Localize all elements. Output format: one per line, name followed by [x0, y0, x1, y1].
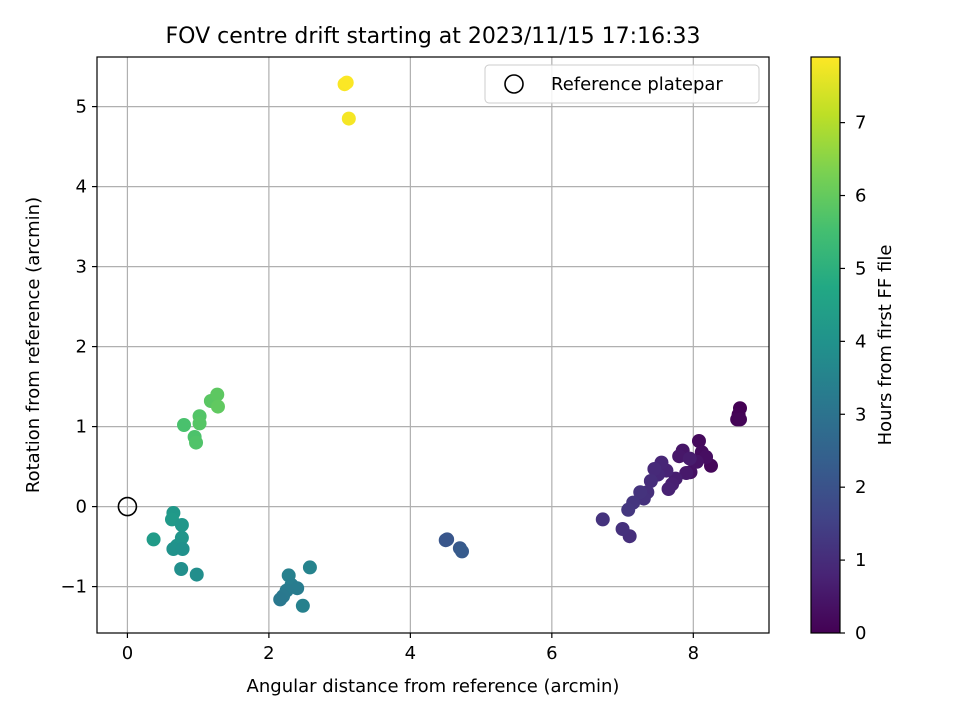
- y-tick-label: −1: [60, 577, 87, 598]
- x-tick-label: 0: [122, 643, 133, 664]
- data-point: [302, 560, 317, 575]
- data-point: [177, 418, 192, 432]
- x-axis-ticks: 0 2 4 6 8: [122, 633, 699, 664]
- data-point: [647, 462, 662, 476]
- data-point: [672, 449, 687, 464]
- data-point: [210, 387, 225, 402]
- data-point: [189, 567, 204, 582]
- chart-title: FOV centre drift starting at 2023/11/15 …: [166, 24, 701, 49]
- y-tick-label: 1: [76, 417, 87, 438]
- y-axis-ticks: −1 0 1 2 3 4 5: [60, 97, 97, 598]
- y-tick-label: 5: [76, 97, 87, 118]
- y-tick-label: 2: [76, 337, 87, 358]
- colorbar-tick-label: 7: [855, 113, 866, 134]
- data-point: [175, 542, 190, 556]
- data-point: [621, 502, 636, 517]
- x-tick-label: 6: [546, 643, 557, 664]
- y-axis-label: Rotation from reference (arcmin): [23, 197, 44, 493]
- legend: Reference platepar: [484, 64, 760, 104]
- colorbar-tick-label: 1: [855, 550, 866, 571]
- colorbar-tick-label: 4: [855, 331, 866, 352]
- data-point: [633, 485, 648, 500]
- data-point: [295, 598, 310, 613]
- data-point: [440, 532, 455, 547]
- data-point: [682, 451, 697, 466]
- data-point: [455, 544, 470, 559]
- data-point: [192, 416, 207, 431]
- data-point: [595, 512, 610, 527]
- y-tick-label: 0: [76, 497, 87, 518]
- data-point: [661, 482, 676, 496]
- colorbar: [810, 56, 841, 634]
- colorbar-tick-label: 2: [855, 477, 866, 498]
- data-point: [615, 522, 630, 536]
- plot-frame: [96, 56, 770, 634]
- data-point: [341, 111, 356, 126]
- x-tick-label: 8: [688, 643, 699, 664]
- legend-marker: [504, 74, 524, 94]
- data-point: [643, 474, 658, 488]
- data-points: [146, 75, 747, 613]
- data-point: [146, 532, 161, 547]
- colorbar-tick-label: 0: [855, 623, 866, 644]
- data-point: [273, 592, 288, 607]
- x-tick-label: 2: [263, 643, 274, 664]
- data-point: [290, 581, 305, 596]
- data-point: [210, 399, 225, 414]
- colorbar-ticks: 0 1 2 3 4 5 6 7: [840, 113, 866, 644]
- gridlines: [97, 57, 769, 633]
- legend-label: Reference platepar: [551, 74, 723, 95]
- data-point: [679, 466, 694, 480]
- legend-box: [484, 64, 760, 104]
- colorbar-label: Hours from first FF file: [875, 245, 896, 446]
- y-tick-label: 4: [76, 177, 87, 198]
- x-tick-label: 4: [405, 643, 416, 664]
- data-point: [174, 562, 189, 576]
- colorbar-tick-label: 5: [855, 258, 866, 279]
- reference-platepar-marker: [117, 496, 138, 517]
- colorbar-tick-label: 6: [855, 186, 866, 207]
- colorbar-tick-label: 3: [855, 404, 866, 425]
- data-point: [691, 434, 706, 448]
- x-axis-label: Angular distance from reference (arcmin): [247, 676, 620, 697]
- data-point: [339, 75, 354, 90]
- y-tick-label: 3: [76, 257, 87, 278]
- data-point: [732, 412, 747, 427]
- data-point: [189, 435, 204, 450]
- data-point: [174, 518, 189, 532]
